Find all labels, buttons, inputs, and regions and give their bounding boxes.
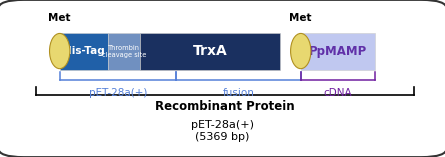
Text: Thrombin
cleavage site: Thrombin cleavage site bbox=[102, 45, 146, 58]
Text: pET-28a(+): pET-28a(+) bbox=[89, 88, 147, 98]
Ellipse shape bbox=[49, 33, 70, 69]
FancyBboxPatch shape bbox=[140, 32, 279, 70]
Text: His-Tag: His-Tag bbox=[63, 46, 105, 56]
Text: Recombinant Protein: Recombinant Protein bbox=[155, 100, 295, 113]
Text: PpMAMP: PpMAMP bbox=[309, 45, 367, 58]
Text: Met: Met bbox=[290, 13, 312, 23]
Text: Met: Met bbox=[49, 13, 71, 23]
Text: TrxA: TrxA bbox=[192, 44, 227, 58]
Ellipse shape bbox=[291, 33, 311, 69]
Text: fusion: fusion bbox=[222, 88, 254, 98]
FancyBboxPatch shape bbox=[108, 32, 140, 70]
Text: pET-28a(+)
(5369 bp): pET-28a(+) (5369 bp) bbox=[191, 120, 254, 142]
Text: cDNA: cDNA bbox=[324, 88, 352, 98]
FancyBboxPatch shape bbox=[60, 32, 108, 70]
FancyBboxPatch shape bbox=[301, 32, 375, 70]
